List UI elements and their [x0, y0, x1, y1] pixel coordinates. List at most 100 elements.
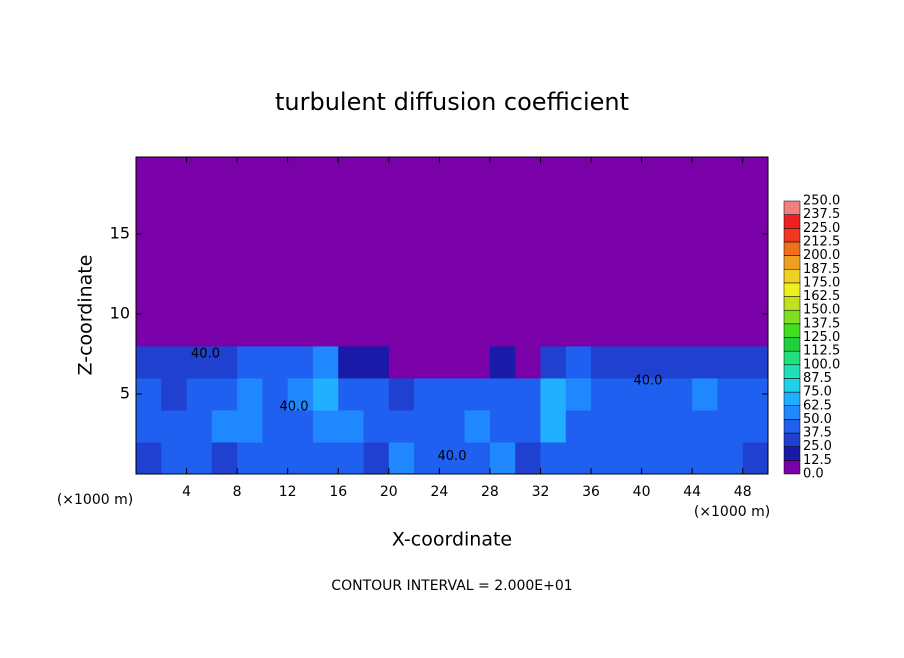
heat-cell — [414, 185, 440, 219]
heat-cell — [312, 377, 339, 411]
heat-cell — [439, 441, 466, 475]
heat-cell — [515, 441, 541, 475]
heat-cell — [363, 217, 390, 251]
heat-cell — [338, 345, 365, 379]
heat-cell — [692, 185, 718, 219]
heat-cell — [666, 441, 693, 475]
colorbar-label: 75.0 — [803, 385, 832, 400]
heat-cell — [692, 345, 718, 379]
heat-cell — [237, 313, 263, 347]
heat-cell — [262, 377, 289, 411]
heat-cell — [211, 409, 238, 443]
heat-cell — [388, 185, 415, 219]
heat-cell — [388, 409, 415, 443]
heat-cell — [237, 157, 263, 187]
heat-cell — [338, 409, 365, 443]
heat-cell — [565, 217, 592, 251]
heat-cell — [641, 409, 668, 443]
x-tick-label: 32 — [532, 484, 550, 500]
heat-cell — [742, 409, 769, 443]
heat-cell — [666, 281, 693, 315]
heat-cell — [186, 281, 213, 315]
heat-cell — [464, 409, 491, 443]
heat-cell — [414, 441, 440, 475]
heat-cell — [742, 157, 769, 187]
x-tick-label: 16 — [329, 484, 347, 500]
heat-cell — [515, 249, 541, 283]
colorbar-swatch — [783, 432, 801, 447]
heat-cell — [717, 185, 744, 219]
heat-cell — [414, 409, 440, 443]
heat-cell — [388, 377, 415, 411]
heat-cell — [136, 409, 162, 443]
heat-cell — [591, 377, 617, 411]
heat-cell — [363, 377, 390, 411]
colorbar-label: 87.5 — [803, 371, 832, 386]
heat-cell — [616, 281, 643, 315]
heat-cell — [161, 249, 188, 283]
heat-cell — [540, 377, 567, 411]
heat-cell — [439, 345, 466, 379]
heat-cell — [439, 249, 466, 283]
heat-cell — [262, 157, 289, 187]
colorbar-label: 0.0 — [803, 467, 824, 482]
heat-cell — [237, 185, 263, 219]
heat-cell — [262, 409, 289, 443]
heat-cell — [616, 185, 643, 219]
heat-cell — [287, 217, 314, 251]
heat-cell — [237, 217, 263, 251]
heat-cell — [515, 313, 541, 347]
contour-label: 40.0 — [280, 399, 309, 414]
heat-cell — [262, 313, 289, 347]
heat-cell — [565, 313, 592, 347]
heat-cell — [641, 157, 668, 187]
heat-cell — [287, 377, 314, 411]
heat-cell — [717, 217, 744, 251]
x-tick-label: 44 — [683, 484, 701, 500]
heat-cell — [666, 313, 693, 347]
heat-cell — [136, 345, 162, 379]
heat-cell — [565, 345, 592, 379]
colorbar-label: 50.0 — [803, 412, 832, 427]
heat-cell — [540, 185, 567, 219]
heat-cell — [439, 185, 466, 219]
heat-cell — [363, 281, 390, 315]
heat-cell — [414, 345, 440, 379]
heat-cell — [540, 441, 567, 475]
heat-cell — [287, 441, 314, 475]
heat-cell — [363, 157, 390, 187]
colorbar-swatch — [783, 391, 801, 407]
heat-cell — [489, 249, 516, 283]
heat-cell — [565, 281, 592, 315]
colorbar-label: 62.5 — [803, 398, 832, 413]
colorbar-swatch — [783, 446, 801, 461]
colorbar-label: 37.5 — [803, 426, 832, 441]
heat-cell — [211, 217, 238, 251]
heat-cell — [237, 281, 263, 315]
heat-cell — [161, 217, 188, 251]
heat-cell — [439, 377, 466, 411]
heat-cell — [591, 313, 617, 347]
contour-label: 40.0 — [191, 346, 220, 361]
colorbar-swatch — [783, 200, 801, 215]
heat-cell — [363, 345, 390, 379]
heat-cell — [540, 249, 567, 283]
heat-cell — [161, 345, 188, 379]
heat-cell — [515, 377, 541, 411]
heat-cell — [489, 313, 516, 347]
heat-cell — [616, 377, 643, 411]
heat-cell — [641, 313, 668, 347]
heat-cell — [666, 377, 693, 411]
heat-cell — [565, 409, 592, 443]
heat-cell — [540, 409, 567, 443]
heat-cell — [464, 217, 491, 251]
contour-label: 40.0 — [438, 449, 467, 464]
heat-cell — [439, 281, 466, 315]
heat-cell — [161, 377, 188, 411]
heat-cell — [388, 313, 415, 347]
heat-cell — [262, 281, 289, 315]
heat-cell — [616, 345, 643, 379]
heat-cell — [237, 249, 263, 283]
x-tick-label: 48 — [734, 484, 752, 500]
